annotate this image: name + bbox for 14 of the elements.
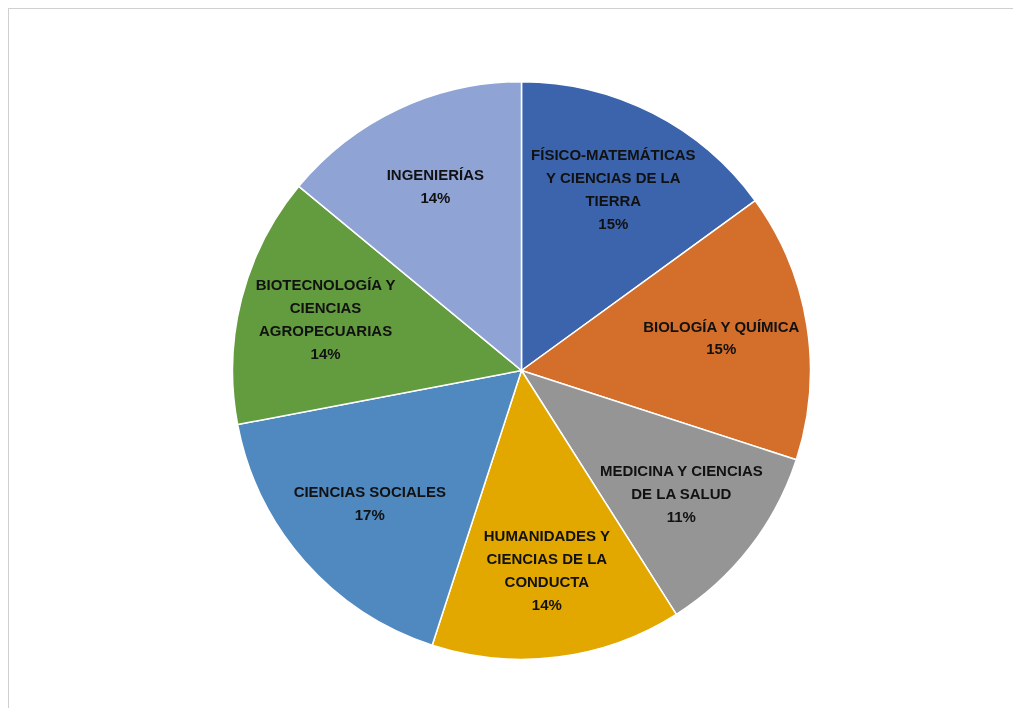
- data-label: 15%: [598, 214, 629, 232]
- data-label: 15%: [706, 340, 737, 358]
- data-label: 11%: [666, 507, 696, 525]
- data-label: 14%: [310, 344, 341, 362]
- slice-label: MEDICINA Y CIENCIAS DE LA SALUD: [599, 461, 763, 502]
- data-label: 14%: [420, 189, 451, 207]
- slice-label: INGENIERÍAS: [386, 166, 485, 184]
- slice-label: BIOTECNOLOGÍA Y CIENCIAS AGROPECUARIAS: [255, 275, 396, 339]
- data-label: 17%: [354, 505, 385, 523]
- slice-label: HUMANIDADES Y CIENCIAS DE LA CONDUCTA: [483, 526, 610, 590]
- slice-label: CIENCIAS SOCIALES: [293, 482, 446, 500]
- data-label: 14%: [531, 595, 562, 613]
- slice-label: FÍSICO-MATEMÁTICAS Y CIENCIAS DE LA TIERRA: [531, 146, 696, 209]
- slice-label: BIOLOGÍA Y QUÍMICA: [643, 317, 800, 335]
